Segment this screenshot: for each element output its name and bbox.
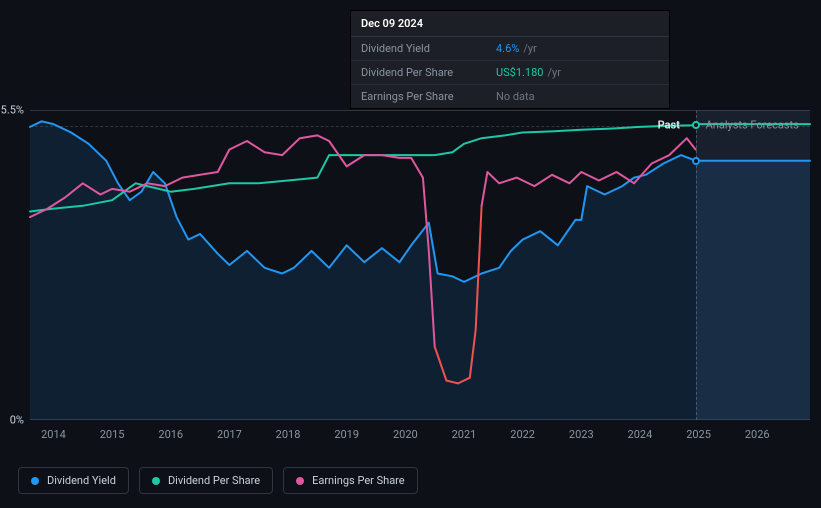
x-axis-label: 2014 (41, 428, 66, 441)
y-axis-label-min: 0% (10, 414, 24, 427)
forecasts-label: Analysts Forecasts (706, 119, 799, 132)
legend-dot-icon (152, 477, 160, 485)
tooltip-date: Dec 09 2024 (351, 11, 669, 37)
tooltip-value: 4.6% (496, 42, 519, 55)
legend-label: Earnings Per Share (312, 474, 405, 487)
x-axis-label: 2024 (628, 428, 653, 441)
tooltip-key: Dividend Per Share (361, 66, 496, 79)
legend-label: Dividend Yield (47, 474, 116, 487)
hover-tooltip: Dec 09 2024 Dividend Yield4.6%/yrDividen… (350, 10, 670, 109)
x-axis-label: 2023 (569, 428, 594, 441)
y-axis-label-max: 5.5% (1, 104, 24, 117)
legend: Dividend Yield Dividend Per Share Earnin… (18, 467, 418, 494)
legend-label: Dividend Per Share (168, 474, 260, 487)
past-label: Past (658, 119, 680, 132)
x-axis-label: 2026 (745, 428, 770, 441)
tooltip-row: Dividend Per ShareUS$1.180/yr (351, 61, 669, 85)
x-axis-label: 2016 (158, 428, 183, 441)
x-axis-label: 2020 (393, 428, 418, 441)
legend-item-dividend-yield[interactable]: Dividend Yield (18, 467, 129, 494)
x-axis-label: 2017 (217, 428, 242, 441)
x-axis-label: 2025 (686, 428, 711, 441)
legend-item-earnings-per-share[interactable]: Earnings Per Share (283, 467, 418, 494)
tooltip-value: No data (496, 90, 535, 103)
marker-dividend-per-share (692, 121, 700, 129)
tooltip-row: Earnings Per ShareNo data (351, 85, 669, 108)
x-axis-label: 2018 (276, 428, 301, 441)
x-axis-label: 2021 (452, 428, 477, 441)
plot-area[interactable]: 5.5% 0% Past Analysts Forecasts (30, 110, 810, 420)
tooltip-key: Earnings Per Share (361, 90, 496, 103)
legend-dot-icon (296, 477, 304, 485)
tooltip-unit: /yr (547, 66, 560, 79)
dividend-chart: 5.5% 0% Past Analysts Forecasts Dec 09 2… (30, 10, 810, 430)
x-axis: 2014 2015 2016 2017 2018 2019 2020 2021 2022 2023… (30, 428, 810, 448)
legend-dot-icon (31, 477, 39, 485)
tooltip-key: Dividend Yield (361, 42, 496, 55)
tooltip-unit: /yr (523, 42, 536, 55)
x-axis-label: 2019 (334, 428, 359, 441)
x-axis-label: 2015 (100, 428, 125, 441)
marker-dividend-yield (692, 157, 700, 165)
tooltip-row: Dividend Yield4.6% /yr (351, 37, 669, 61)
legend-item-dividend-per-share[interactable]: Dividend Per Share (139, 467, 273, 494)
x-axis-label: 2022 (510, 428, 535, 441)
tooltip-value: US$1.180 (496, 66, 543, 79)
